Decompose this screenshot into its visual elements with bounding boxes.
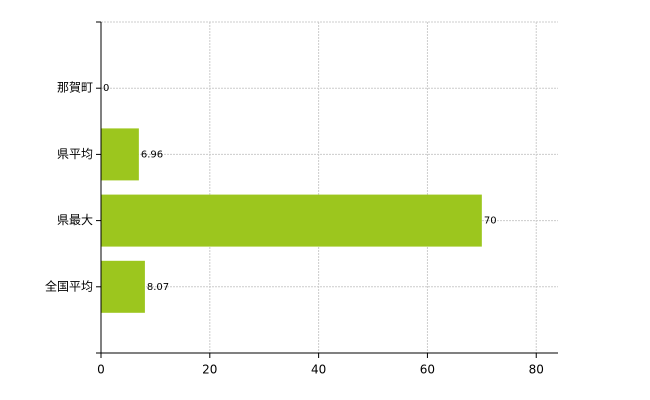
bar bbox=[101, 260, 145, 313]
bar bbox=[101, 194, 482, 247]
x-tick-label: 20 bbox=[202, 363, 217, 377]
y-tick-label: 県平均 bbox=[57, 147, 93, 161]
x-tick-label: 40 bbox=[311, 363, 326, 377]
x-tick-label: 80 bbox=[529, 363, 544, 377]
bar bbox=[101, 128, 139, 181]
x-tick-label: 0 bbox=[97, 363, 105, 377]
x-tick-label: 60 bbox=[420, 363, 435, 377]
y-tick-label: 県最大 bbox=[57, 213, 93, 227]
y-tick-label: 全国平均 bbox=[45, 278, 93, 293]
value-label: 0 bbox=[103, 83, 109, 94]
value-label: 70 bbox=[484, 216, 497, 227]
y-tick-label: 那賀町 bbox=[57, 81, 93, 95]
value-label: 6.96 bbox=[141, 149, 163, 160]
value-label: 8.07 bbox=[147, 282, 169, 293]
